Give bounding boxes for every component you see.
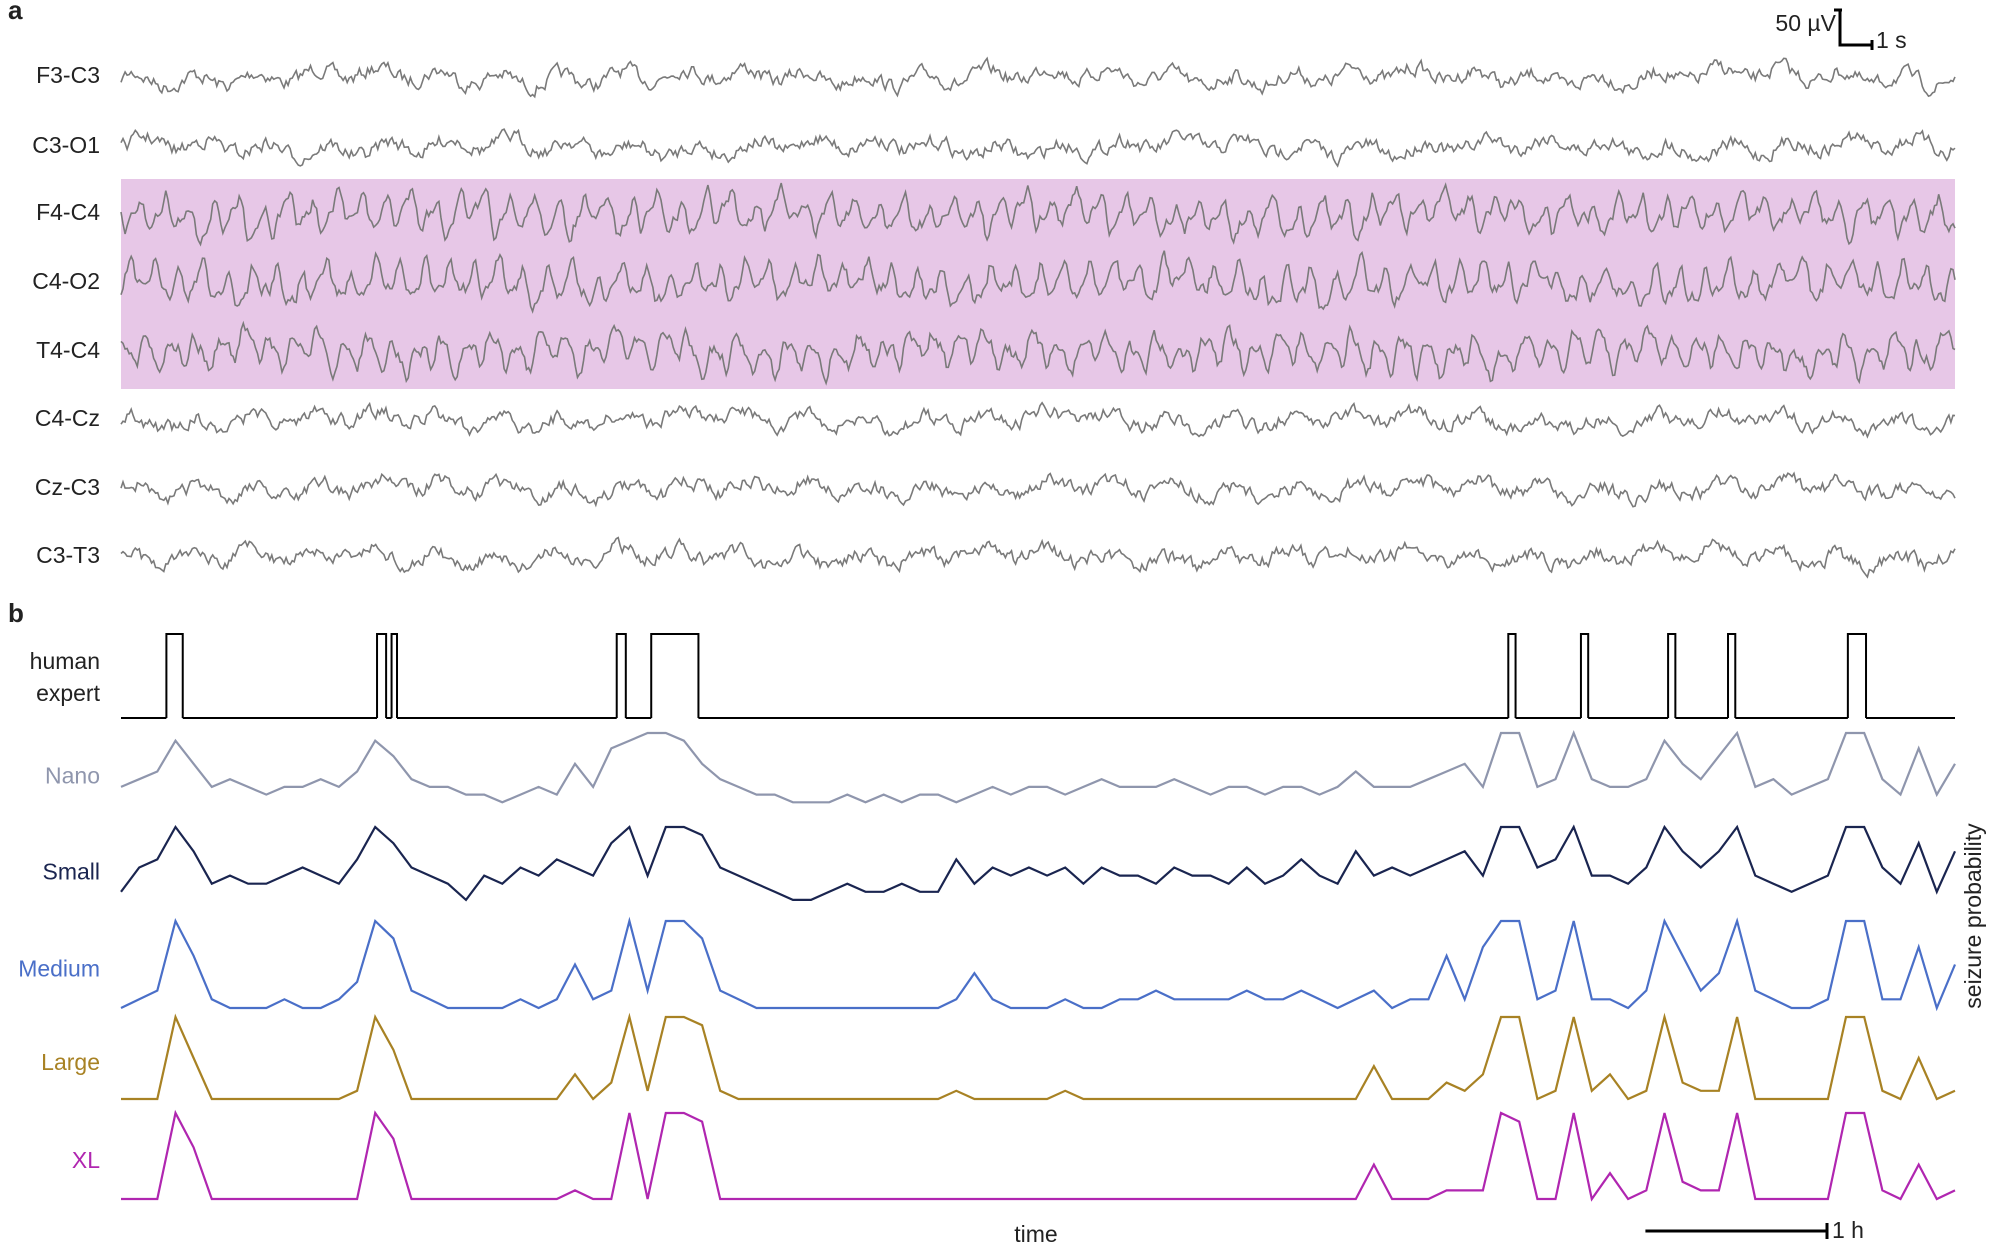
channel-label: C3-O1: [32, 132, 100, 158]
expert-seizure: [1579, 633, 1590, 718]
scalebar-label: 50 µV: [1775, 10, 1836, 36]
expert-seizure: [390, 633, 399, 718]
eeg-trace: [120, 320, 1956, 386]
scalebar: [1645, 1223, 1829, 1239]
scalebar-label: 1 h: [1832, 1217, 1864, 1243]
panel-label: b: [8, 598, 24, 628]
expert-seizure: [1667, 633, 1677, 718]
channel-label: F4-C4: [36, 199, 100, 225]
scalebar: [1834, 8, 1874, 50]
series-label: Nano: [45, 763, 100, 789]
x-axis-label: time: [1014, 1221, 1057, 1247]
eeg-trace: [120, 128, 1956, 168]
eeg-trace: [120, 401, 1956, 439]
probability-line: [120, 729, 1956, 804]
expert-seizure: [1727, 633, 1737, 718]
expert-seizure: [1846, 633, 1868, 718]
channel-label: F3-C3: [36, 62, 100, 88]
series-label: human: [30, 648, 100, 674]
eeg-trace: [120, 250, 1956, 314]
series-label: Medium: [18, 956, 100, 982]
expert-seizure: [165, 633, 184, 718]
panel-label: a: [8, 0, 23, 25]
expert-seizure: [1507, 633, 1517, 718]
expert-seizure: [615, 633, 627, 718]
probability-line: [121, 1109, 1956, 1202]
scalebar-label: 1 s: [1876, 27, 1907, 53]
eeg-trace: [120, 56, 1956, 99]
series-label: expert: [36, 680, 101, 706]
channel-label: C3-T3: [36, 542, 100, 568]
channel-label: T4-C4: [36, 337, 100, 363]
channel-label: Cz-C3: [35, 474, 100, 500]
series-label: Large: [41, 1049, 100, 1075]
eeg-trace: [120, 536, 1956, 579]
expert-seizure: [650, 633, 700, 718]
channel-label: C4-O2: [32, 268, 100, 294]
series-label: Small: [42, 859, 100, 885]
expert-seizure: [376, 633, 388, 718]
probability-line: [120, 824, 1957, 902]
probability-line: [121, 1012, 1956, 1101]
series-label: XL: [72, 1147, 100, 1173]
channel-label: C4-Cz: [35, 405, 100, 431]
probability-line: [120, 916, 1957, 1012]
eeg-trace: [120, 471, 1956, 508]
eeg-trace: [120, 182, 1956, 247]
y-axis-label: seizure probability: [1960, 823, 1986, 1009]
